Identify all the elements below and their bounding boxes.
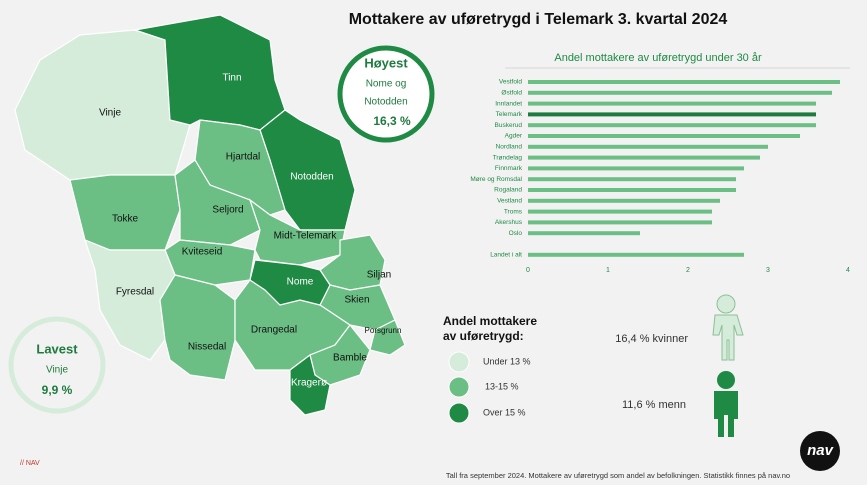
- chart-title: Andel mottakere av uføretrygd under 30 å…: [554, 52, 762, 64]
- y-tick-label: Møre og Romsdal: [470, 176, 522, 183]
- lowest-box: Lavest Vinje 9,9 %: [8, 316, 106, 414]
- badge: [337, 45, 435, 143]
- legend-title: av uføretrygd:: [443, 329, 524, 343]
- x-tick-label: 1: [606, 267, 610, 274]
- bar: [528, 209, 712, 214]
- female-icon: [712, 294, 744, 361]
- region-label: Tinn: [222, 73, 241, 84]
- region: [14, 29, 191, 181]
- bar: [528, 90, 832, 95]
- region-label: Porsgrunn: [365, 326, 402, 335]
- male-icon: [714, 371, 738, 437]
- region: [249, 259, 331, 306]
- region-label: Midt-Telemark: [274, 231, 338, 242]
- x-tick-label: 4: [846, 267, 850, 274]
- highest-name: Nome og: [366, 79, 407, 90]
- bar-chart: Andel mottakere av uføretrygd under 30 å…: [470, 52, 850, 274]
- region-label: Notodden: [290, 172, 333, 183]
- bar: [528, 80, 840, 84]
- y-tick-label: Buskerud: [495, 122, 523, 129]
- bar: [528, 134, 800, 138]
- region-label: Tokke: [112, 214, 139, 225]
- y-tick-label: Trøndelag: [493, 154, 523, 161]
- x-tick-label: 2: [686, 267, 690, 274]
- region: [369, 319, 406, 356]
- region-label: Hjartdal: [226, 152, 260, 163]
- y-tick-label: Rogaland: [494, 187, 522, 194]
- logo: nav: [800, 431, 840, 471]
- bar: [528, 177, 736, 182]
- region: [248, 198, 346, 266]
- y-tick-label: Agder: [505, 133, 523, 140]
- region-label: Fyresdal: [116, 287, 154, 298]
- region-label: Vinje: [99, 108, 121, 119]
- y-tick-label: Landet i alt: [490, 252, 522, 259]
- region-label: Nome: [287, 277, 314, 288]
- highest-heading: Høyest: [364, 55, 408, 70]
- women-stat: 16,4 % kvinner: [615, 333, 688, 345]
- highest-name: Notodden: [364, 97, 407, 108]
- region-label: Nissedal: [188, 342, 226, 353]
- region-label: Skien: [344, 295, 369, 306]
- region-label: Seljord: [212, 205, 243, 216]
- legend: Andel mottakere av uføretrygd: Under 13 …: [443, 314, 537, 424]
- highest-value: 16,3 %: [373, 114, 411, 128]
- region-label: Drangedal: [251, 325, 297, 336]
- y-tick-label: Vestland: [497, 198, 522, 205]
- region-label: Kviteseid: [182, 247, 223, 258]
- y-tick-label: Oslo: [509, 230, 523, 237]
- bar: [528, 101, 816, 106]
- bar: [528, 123, 816, 128]
- brand: // NAV: [20, 460, 40, 467]
- y-tick-label: Nordland: [496, 144, 523, 151]
- legend-swatch: [448, 402, 470, 424]
- page-title: Mottakere av uføretrygd i Telemark 3. kv…: [349, 11, 728, 28]
- bar: [528, 188, 736, 192]
- region-label: Siljan: [367, 270, 391, 281]
- legend-label: Over 15 %: [483, 407, 526, 417]
- x-tick-label: 3: [766, 267, 770, 274]
- region-label: Bamble: [333, 353, 367, 364]
- logo-text: nav: [807, 442, 835, 459]
- lowest-value: 9,9 %: [42, 383, 73, 397]
- map: Vinje Tinn Hjartdal Notodden Tokke Seljo…: [14, 14, 406, 416]
- region-label: Kragerø: [291, 378, 327, 389]
- legend-label: Under 13 %: [483, 356, 531, 366]
- gender: 16,4 % kvinner 11,6 % menn: [615, 294, 744, 437]
- y-tick-label: Troms: [504, 208, 523, 215]
- x-tick-label: 0: [526, 267, 530, 274]
- y-tick-label: Innlandet: [495, 100, 522, 107]
- men-stat: 11,6 % menn: [622, 399, 686, 411]
- y-tick-label: Finnmark: [495, 165, 523, 172]
- region: [69, 174, 181, 251]
- bar: [528, 252, 744, 257]
- lowest-heading: Lavest: [36, 341, 78, 356]
- legend-swatch: [448, 351, 470, 373]
- y-tick-label: Akershus: [495, 219, 523, 226]
- legend-title: Andel mottakere: [443, 314, 537, 328]
- y-tick-label: Østfold: [501, 90, 522, 97]
- y-tick-label: Telemark: [496, 111, 523, 118]
- bar: [528, 166, 744, 171]
- bar: [528, 144, 768, 149]
- legend-label: 13-15 %: [485, 381, 519, 391]
- legend-swatch: [448, 376, 470, 398]
- badge: [8, 316, 106, 414]
- bar: [528, 198, 720, 203]
- region: [289, 353, 331, 416]
- footnote: Tall fra september 2024. Mottakere av uf…: [446, 471, 790, 480]
- lowest-name: Vinje: [46, 365, 68, 376]
- bar: [528, 231, 640, 236]
- bar: [528, 220, 712, 225]
- bar: [528, 155, 760, 160]
- bar: [528, 112, 816, 117]
- highest-box: Høyest Nome og Notodden 16,3 %: [337, 45, 435, 143]
- y-tick-label: Vestfold: [499, 79, 523, 86]
